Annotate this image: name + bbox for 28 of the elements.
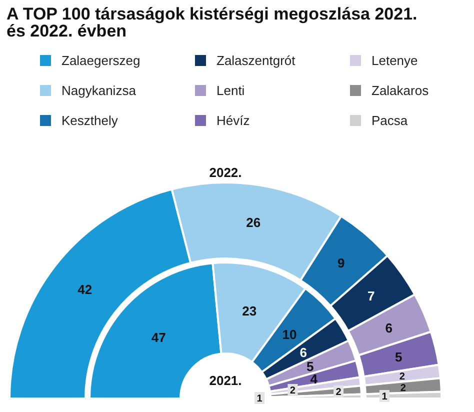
legend-label: Zalaszentgrót: [216, 53, 296, 68]
data-label: 23: [242, 304, 257, 319]
data-label: 47: [151, 330, 166, 346]
data-label: 9: [337, 256, 345, 271]
data-label: 2: [336, 386, 342, 398]
data-label: 1: [256, 393, 263, 404]
data-label: 2: [399, 372, 406, 383]
data-label: 10: [282, 327, 297, 342]
legend-label: Zalakaros: [372, 83, 430, 98]
data-label: 2: [400, 382, 406, 394]
legend-label: Lenti: [216, 83, 245, 98]
data-label: 2: [290, 386, 296, 397]
chart-title: A TOP 100 társaságok kistérségi megoszlása 2021. és 2022. évben: [6, 4, 418, 40]
legend-label: Letenye: [372, 53, 418, 68]
slice-label: 2021.: [209, 373, 242, 388]
data-label: 6: [300, 344, 308, 360]
data-label: 5: [394, 349, 402, 364]
data-label: 42: [78, 282, 92, 297]
legend-label: Nagykanizsa: [62, 83, 137, 98]
data-label: 7: [368, 288, 375, 304]
legend-label: Hévíz: [216, 113, 250, 128]
data-label: 26: [246, 215, 261, 230]
data-label: 6: [385, 320, 392, 336]
data-label: 1: [382, 392, 388, 403]
legend-label: Pacsa: [372, 113, 408, 128]
legend-label: Keszthely: [62, 113, 118, 128]
slice-label: 2022.: [209, 165, 242, 180]
legend-label: Zalaegerszeg: [62, 53, 140, 68]
